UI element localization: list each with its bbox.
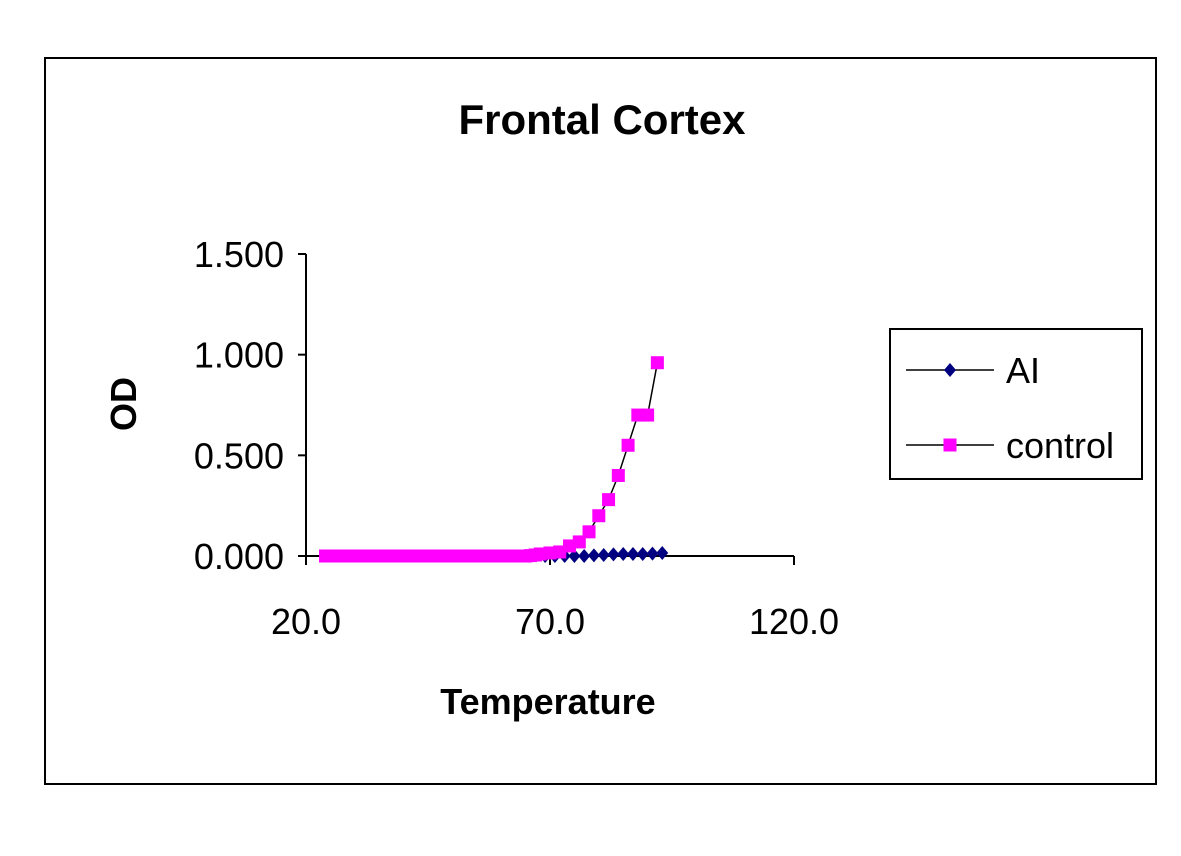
data-point-ai [656, 545, 669, 560]
y-tick-label: 1.500 [194, 234, 284, 275]
data-point-ai [578, 549, 591, 563]
data-point-control [650, 356, 664, 370]
data-point-control [592, 509, 606, 523]
x-axis-title: Temperature [440, 681, 655, 722]
x-tick-label: 120.0 [749, 601, 839, 642]
legend-item-ai: AI [906, 350, 1040, 391]
data-point-control [631, 408, 645, 422]
data-point-ai [568, 549, 581, 563]
data-point-control [563, 539, 577, 553]
legend-marker-control [943, 438, 957, 452]
data-point-control [543, 546, 557, 560]
data-point-ai [646, 546, 659, 561]
y-tick-label: 0.500 [194, 435, 284, 476]
axes: 0.000 0.500 1.000 1.500 20.0 70.0 120.0 [194, 234, 839, 642]
data-point-control [611, 468, 625, 482]
chart-title: Frontal Cortex [458, 96, 746, 143]
series-control [319, 356, 664, 563]
series-line-control [325, 362, 659, 557]
legend-label-ai: AI [1006, 350, 1040, 391]
data-point-control [621, 438, 635, 452]
legend-label-control: control [1006, 425, 1114, 466]
data-point-ai [607, 547, 620, 562]
data-point-control [602, 493, 616, 507]
data-point-control [641, 408, 655, 422]
legend-item-control: control [906, 425, 1114, 466]
data-point-control [533, 547, 547, 561]
chart-frame: Frontal Cortex OD Temperature 0.000 0.500… [44, 57, 1157, 785]
x-tick-label: 70.0 [515, 601, 585, 642]
x-tick-label: 20.0 [271, 601, 341, 642]
data-point-control [553, 545, 567, 559]
data-point-ai [617, 546, 630, 561]
data-point-ai [587, 548, 600, 563]
legend: AI control [889, 328, 1143, 480]
y-tick-label: 1.000 [194, 335, 284, 376]
legend-marker-ai [944, 363, 956, 377]
chart-svg: Frontal Cortex OD Temperature 0.000 0.500… [103, 96, 1143, 722]
data-point-control [582, 525, 596, 539]
plot-area [319, 356, 669, 563]
data-point-control [572, 535, 586, 549]
y-tick-label: 0.000 [194, 536, 284, 577]
y-axis-title: OD [103, 377, 144, 431]
data-point-ai [626, 546, 639, 561]
data-point-ai [636, 546, 649, 561]
legend-box [889, 328, 1143, 480]
data-point-ai [597, 547, 610, 562]
